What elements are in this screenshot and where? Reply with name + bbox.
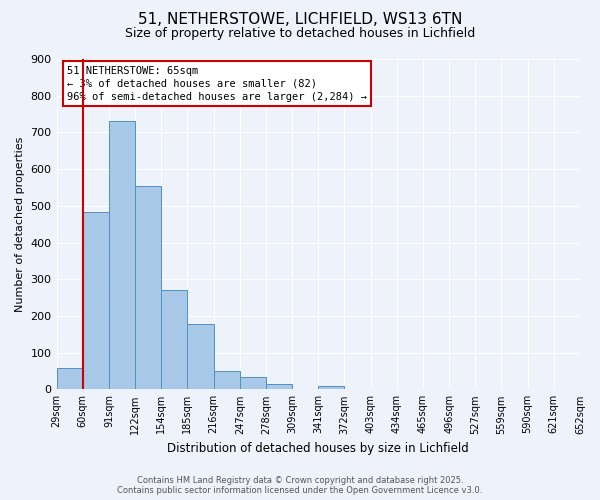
Bar xyxy=(240,377,266,390)
Bar xyxy=(318,386,344,390)
Text: 51, NETHERSTOWE, LICHFIELD, WS13 6TN: 51, NETHERSTOWE, LICHFIELD, WS13 6TN xyxy=(138,12,462,28)
Bar xyxy=(109,122,135,390)
Bar xyxy=(83,212,109,390)
X-axis label: Distribution of detached houses by size in Lichfield: Distribution of detached houses by size … xyxy=(167,442,469,455)
Bar xyxy=(161,290,187,390)
Y-axis label: Number of detached properties: Number of detached properties xyxy=(15,136,25,312)
Text: Size of property relative to detached houses in Lichfield: Size of property relative to detached ho… xyxy=(125,28,475,40)
Bar xyxy=(214,371,240,390)
Bar xyxy=(135,186,161,390)
Text: Contains HM Land Registry data © Crown copyright and database right 2025.
Contai: Contains HM Land Registry data © Crown c… xyxy=(118,476,482,495)
Text: 51 NETHERSTOWE: 65sqm
← 3% of detached houses are smaller (82)
96% of semi-detac: 51 NETHERSTOWE: 65sqm ← 3% of detached h… xyxy=(67,66,367,102)
Bar xyxy=(187,324,214,390)
Bar xyxy=(266,384,292,390)
Bar xyxy=(56,368,83,390)
